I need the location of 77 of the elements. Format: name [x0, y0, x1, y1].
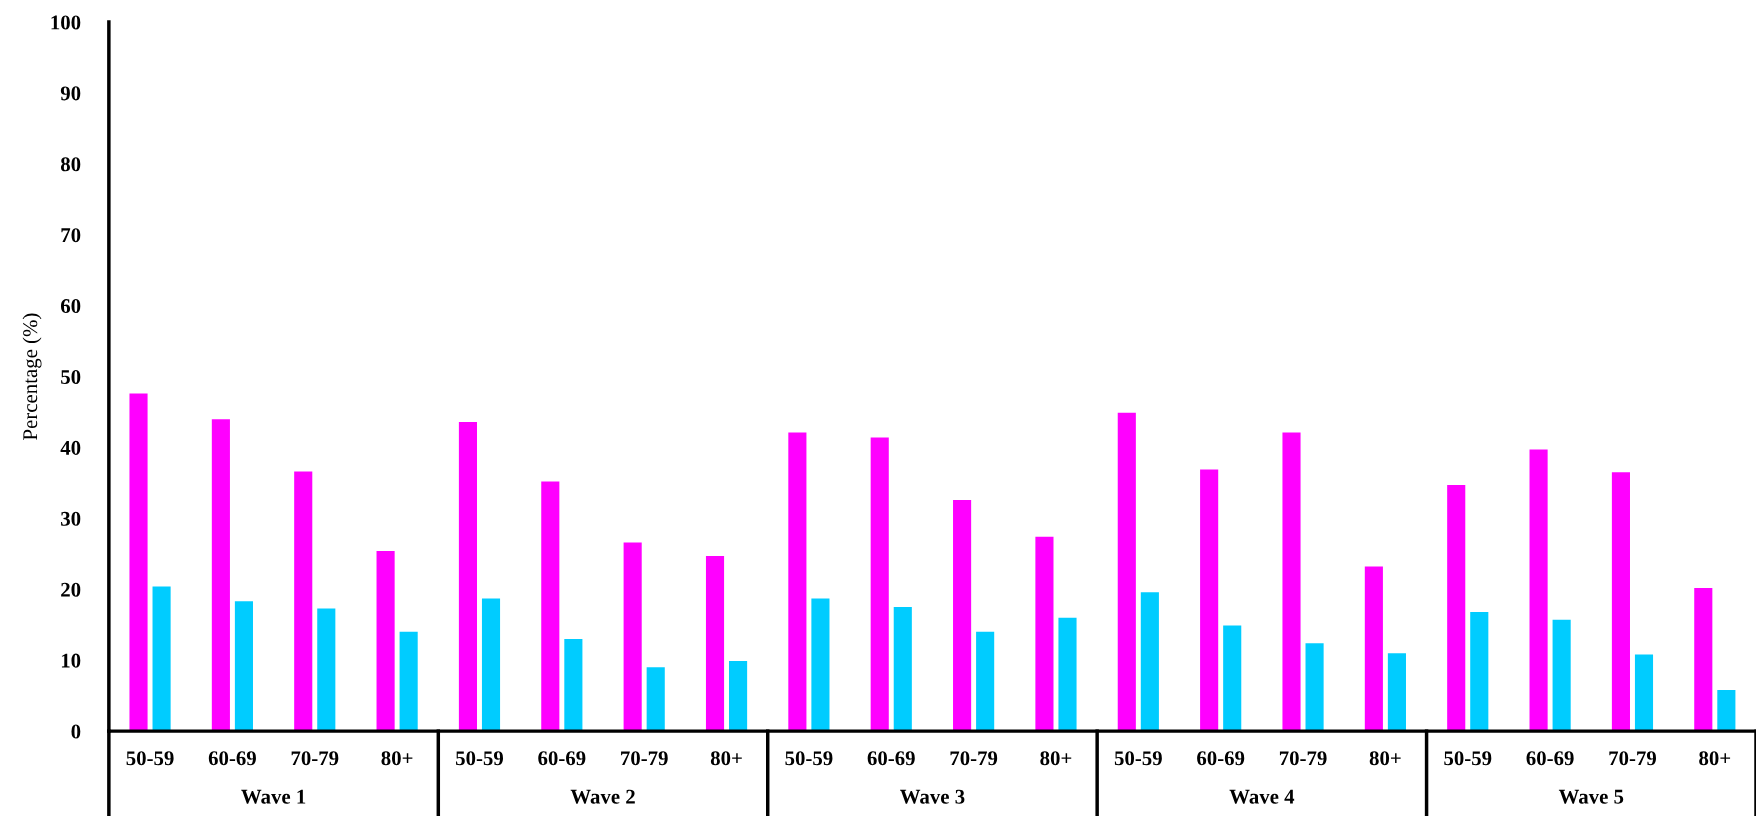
y-tick-label: 50	[61, 369, 81, 385]
bar	[1035, 536, 1054, 732]
x-tick-label: 50-59	[785, 751, 833, 766]
bar	[481, 598, 501, 732]
x-tick-label: 60-69	[1197, 751, 1245, 766]
bar	[152, 586, 171, 732]
bar	[317, 608, 336, 732]
text: Wave 3	[900, 789, 965, 804]
x-tick-label: 50-59	[456, 751, 504, 766]
bar	[1447, 485, 1466, 732]
y-tick-label: 20	[61, 582, 81, 597]
text: Wave 5	[1558, 789, 1624, 804]
bar	[811, 598, 830, 732]
x-tick-label: 70-79	[950, 751, 998, 766]
y-tick-label: 10	[61, 653, 81, 668]
x-tick-label: 70-79	[291, 751, 339, 766]
x-tick-label: 70-79	[621, 751, 668, 766]
x-tick-label: 50-59	[1114, 751, 1162, 766]
x-tick-label: 80+	[381, 751, 413, 766]
bar	[129, 393, 148, 732]
y-tick-label: 0	[71, 724, 81, 739]
text: Wave 2	[570, 789, 635, 804]
bar	[953, 499, 972, 732]
bar	[1364, 566, 1383, 732]
bar	[399, 631, 418, 732]
x-tick-label: 60-69	[1526, 751, 1574, 766]
x-tick-label: 60-69	[208, 751, 256, 766]
bar	[1634, 654, 1654, 732]
bar	[234, 601, 253, 732]
bar	[1200, 469, 1219, 732]
x-tick-label: 80+	[1040, 751, 1072, 766]
y-axis-title: Percentage (%)	[22, 313, 42, 440]
x-tick-label: 50-59	[126, 751, 174, 766]
y-tick-label: 40	[60, 440, 81, 455]
bar	[1717, 690, 1736, 732]
bar	[211, 419, 230, 732]
bar	[1387, 653, 1406, 732]
bar	[870, 437, 889, 732]
y-tick-label: 30	[61, 511, 81, 526]
bar	[1058, 617, 1077, 732]
bar	[788, 432, 807, 732]
bar	[564, 638, 583, 732]
x-tick-label: 60-69	[538, 751, 586, 766]
x-tick-label: 50-59	[1444, 751, 1492, 766]
y-tick-label: 80	[60, 157, 81, 172]
bar	[1529, 449, 1548, 732]
y-tick-label: 90	[60, 86, 81, 101]
y-tick-label: 70	[61, 228, 81, 243]
x-tick-label: 70-79	[1609, 751, 1657, 766]
bar	[1305, 643, 1324, 732]
bar	[729, 660, 748, 732]
bar	[376, 551, 395, 732]
bar	[541, 481, 560, 732]
bar	[976, 631, 995, 732]
bar	[1552, 619, 1571, 732]
x-tick-label: 80+	[710, 751, 742, 766]
x-tick-label: 60-69	[867, 751, 915, 766]
bar	[1140, 592, 1159, 732]
y-tick-label: 60	[60, 299, 81, 314]
bar	[1223, 625, 1242, 732]
y-tick-label: 100	[51, 15, 81, 30]
x-tick-label: 80+	[1369, 751, 1401, 766]
bar	[1611, 472, 1630, 732]
bar	[646, 667, 665, 732]
bar	[893, 607, 912, 732]
x-tick-label: 80+	[1699, 751, 1731, 766]
bar	[623, 542, 642, 732]
bar	[1117, 412, 1136, 732]
bar	[1694, 587, 1713, 732]
bar	[1282, 432, 1301, 732]
x-tick-label: 70-79	[1279, 751, 1327, 766]
bar	[458, 421, 478, 732]
bar	[294, 471, 313, 732]
text: Wave 4	[1229, 789, 1295, 804]
text: Wave 1	[241, 789, 306, 804]
bar	[705, 555, 725, 732]
bar	[1470, 612, 1489, 732]
